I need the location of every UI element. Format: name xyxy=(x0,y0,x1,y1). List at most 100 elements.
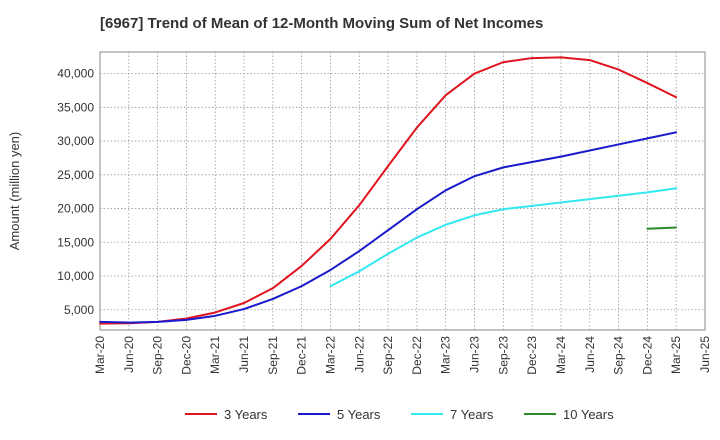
x-tick-label: Jun-21 xyxy=(237,336,251,373)
legend-label: 5 Years xyxy=(337,407,381,422)
data-point xyxy=(444,94,447,97)
x-tick-label: Jun-22 xyxy=(352,336,366,373)
series-10-years xyxy=(646,226,678,230)
y-tick-label: 10,000 xyxy=(57,269,94,283)
data-point xyxy=(473,175,476,178)
data-point xyxy=(271,287,274,290)
data-point xyxy=(416,126,418,129)
y-tick-label: 15,000 xyxy=(57,235,94,249)
data-point xyxy=(444,189,447,192)
legend-label: 10 Years xyxy=(563,407,614,422)
data-point xyxy=(416,208,418,211)
x-tick-label: Sep-23 xyxy=(496,336,510,375)
x-tick-label: Sep-21 xyxy=(266,336,280,375)
data-point xyxy=(531,204,534,207)
data-point xyxy=(271,298,274,300)
data-point xyxy=(675,226,678,229)
data-point xyxy=(387,229,389,232)
x-tick-label: Mar-23 xyxy=(439,336,453,374)
series-7-years xyxy=(329,187,678,288)
data-point xyxy=(358,270,361,273)
y-tick-label: 35,000 xyxy=(57,100,94,114)
x-tick-label: Jun-23 xyxy=(468,336,482,373)
x-tick-label: Sep-24 xyxy=(612,336,626,375)
data-point xyxy=(99,322,101,325)
data-point xyxy=(300,285,303,288)
data-point xyxy=(531,161,534,163)
data-point xyxy=(243,308,245,310)
x-tick-label: Jun-25 xyxy=(698,336,712,373)
y-tick-label: 30,000 xyxy=(57,134,94,148)
data-point xyxy=(675,187,678,190)
data-point xyxy=(675,96,678,99)
x-tick-label: Dec-21 xyxy=(295,336,309,375)
legend-item: 5 Years xyxy=(298,407,381,422)
chart-title: [6967] Trend of Mean of 12-Month Moving … xyxy=(100,15,544,32)
data-point xyxy=(675,131,678,134)
data-point xyxy=(588,59,591,61)
x-tick-label: Dec-20 xyxy=(179,336,193,375)
x-tick-label: Jun-24 xyxy=(583,336,597,373)
legend-label: 7 Years xyxy=(450,407,494,422)
data-point xyxy=(646,227,649,230)
x-tick-label: Mar-21 xyxy=(208,336,222,374)
data-point xyxy=(300,264,303,267)
x-tick-label: Dec-23 xyxy=(525,336,539,375)
data-point xyxy=(560,201,562,204)
data-point xyxy=(502,166,505,169)
y-tick-label: 40,000 xyxy=(57,67,94,81)
data-point xyxy=(416,236,418,239)
y-tick-label: 25,000 xyxy=(57,168,94,182)
x-tick-label: Mar-22 xyxy=(323,336,337,374)
data-point xyxy=(502,61,505,64)
y-tick-label: 20,000 xyxy=(57,202,94,216)
data-point xyxy=(329,269,332,271)
data-point xyxy=(473,72,476,75)
x-tick-label: Mar-25 xyxy=(669,336,683,374)
data-point xyxy=(156,321,159,323)
x-tick-label: Sep-22 xyxy=(381,336,395,375)
data-point xyxy=(358,204,361,207)
data-point xyxy=(531,57,534,59)
legend-label: 3 Years xyxy=(224,407,268,422)
legend-item: 10 Years xyxy=(524,407,614,422)
data-point xyxy=(473,214,476,217)
series-line xyxy=(647,226,677,230)
x-tick-label: Sep-20 xyxy=(151,336,165,375)
data-point xyxy=(617,143,620,146)
plot-area xyxy=(99,51,706,331)
x-tick-label: Dec-24 xyxy=(640,336,654,375)
legend-item: 3 Years xyxy=(185,407,268,422)
data-point xyxy=(502,208,505,211)
data-point xyxy=(99,321,101,323)
x-tick-label: Mar-20 xyxy=(93,336,107,374)
data-point xyxy=(358,250,361,252)
series-3-years xyxy=(99,56,678,325)
data-point xyxy=(646,137,649,140)
data-point xyxy=(243,302,245,304)
data-point xyxy=(588,198,591,200)
data-point xyxy=(646,191,649,194)
data-point xyxy=(387,165,389,167)
x-tick-label: Mar-24 xyxy=(554,336,568,374)
data-point xyxy=(127,321,130,324)
data-point xyxy=(560,155,562,158)
x-tick-label: Dec-22 xyxy=(410,336,424,375)
legend-item: 7 Years xyxy=(411,407,494,422)
y-tick-label: 5,000 xyxy=(64,303,94,317)
data-point xyxy=(646,82,649,84)
data-point xyxy=(329,285,332,288)
data-point xyxy=(329,238,332,240)
data-point xyxy=(185,318,188,321)
x-tick-label: Jun-20 xyxy=(122,336,136,373)
series-5-years xyxy=(99,131,678,324)
data-point xyxy=(444,223,447,226)
data-point xyxy=(588,149,591,152)
data-point xyxy=(560,56,562,59)
data-point xyxy=(617,68,620,71)
data-point xyxy=(387,252,389,255)
y-axis-label: Amount (million yen) xyxy=(7,132,22,251)
data-point xyxy=(617,194,620,197)
